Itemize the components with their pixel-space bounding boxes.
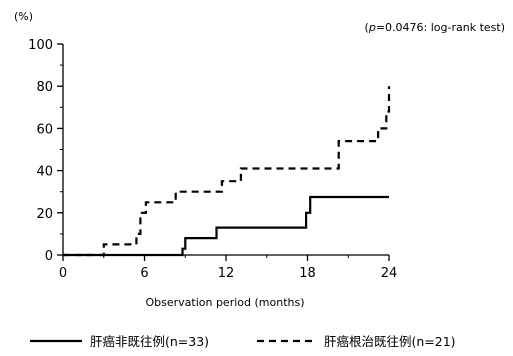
x-tick-label: 0 [59, 266, 67, 281]
x-axis-label: Observation period (months) [145, 296, 304, 309]
y-unit-label: (%) [14, 10, 33, 23]
y-tick-label: 20 [36, 207, 53, 222]
series-line-0 [63, 195, 389, 257]
legend-label-0: 肝癌非既往例(n=33) [90, 334, 209, 349]
axes [62, 44, 389, 256]
legend-label-1: 肝癌根治既往例(n=21) [324, 334, 456, 349]
y-tick-label: 80 [36, 80, 53, 95]
axis-ticks: 0 20 40 60 80 100 0 6 12 18 24 [28, 38, 397, 281]
series-line-1 [63, 86, 391, 257]
annotation-rest: =0.0476: log-rank test) [376, 21, 505, 34]
x-tick-label: 24 [381, 266, 398, 281]
x-tick-label: 12 [218, 266, 235, 281]
logrank-annotation: (p=0.0476: log-rank test) [365, 21, 505, 34]
y-tick-label: 100 [28, 38, 53, 53]
legend: 肝癌非既往例(n=33) 肝癌根治既往例(n=21) [30, 334, 456, 349]
y-tick-label: 0 [45, 249, 53, 264]
y-tick-label: 60 [36, 122, 53, 137]
y-tick-label: 40 [36, 165, 53, 180]
annotation-p: p [368, 21, 376, 34]
series-lines [63, 86, 391, 257]
annotation-open: ( [365, 21, 369, 34]
x-tick-label: 18 [299, 266, 316, 281]
x-tick-label: 6 [140, 266, 148, 281]
